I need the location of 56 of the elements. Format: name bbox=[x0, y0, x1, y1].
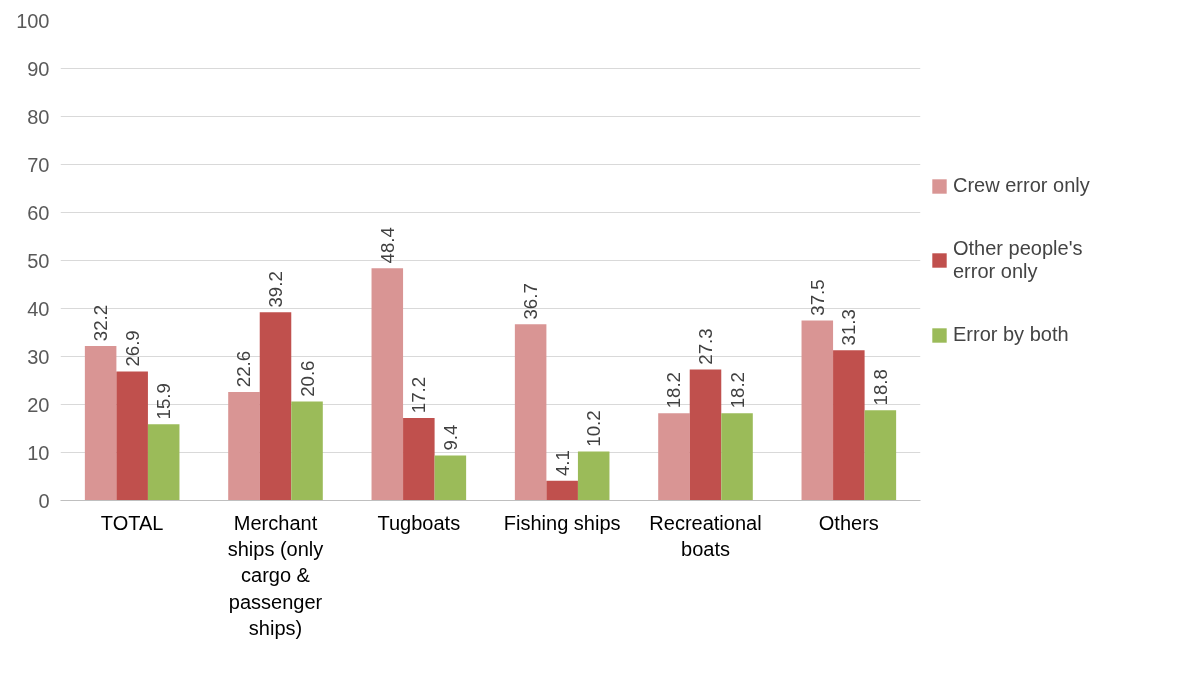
legend-label: Error by both bbox=[953, 323, 1069, 346]
bar bbox=[721, 413, 753, 501]
data-label: 18.2 bbox=[726, 372, 748, 409]
y-tick-label: 20 bbox=[27, 393, 50, 416]
y-tick-label: 40 bbox=[27, 297, 50, 320]
data-label: 39.2 bbox=[265, 271, 286, 308]
data-label: 22.6 bbox=[233, 350, 255, 388]
bar bbox=[116, 371, 148, 501]
bar bbox=[259, 312, 292, 501]
data-label: 32.2 bbox=[90, 304, 112, 342]
y-tick-label: 100 bbox=[16, 9, 50, 32]
x-tick-label: Merchant ships (only cargo & passenger ships) bbox=[227, 511, 324, 640]
bar bbox=[228, 392, 260, 501]
y-tick-label: 60 bbox=[27, 201, 50, 224]
data-label: 36.7 bbox=[520, 283, 542, 320]
bar bbox=[864, 410, 897, 501]
data-label: 17.2 bbox=[408, 376, 430, 414]
x-tick-label: Recreational boats bbox=[649, 511, 762, 560]
bar bbox=[689, 369, 722, 501]
x-tick-label: Others bbox=[818, 511, 879, 534]
bar bbox=[514, 324, 547, 501]
legend-label: Other people's error only bbox=[953, 237, 1083, 283]
y-tick-label: 80 bbox=[27, 105, 50, 128]
data-label: 9.4 bbox=[439, 424, 461, 451]
bar bbox=[371, 268, 404, 501]
data-label: 15.9 bbox=[153, 383, 175, 420]
data-label: 18.2 bbox=[663, 372, 685, 409]
y-tick-label: 0 bbox=[38, 489, 50, 512]
bar bbox=[147, 424, 180, 501]
data-label: 18.8 bbox=[869, 369, 891, 406]
bar bbox=[434, 455, 467, 501]
x-tick-label: Tugboats bbox=[377, 511, 461, 534]
data-label: 37.5 bbox=[806, 279, 828, 316]
y-tick-label: 50 bbox=[27, 249, 50, 272]
y-tick-label: 70 bbox=[27, 153, 50, 176]
bar bbox=[833, 350, 865, 501]
data-label: 10.2 bbox=[583, 410, 605, 447]
y-tick-label: 90 bbox=[27, 57, 50, 80]
data-label: 48.4 bbox=[376, 227, 398, 264]
data-label: 4.1 bbox=[551, 450, 573, 477]
y-tick-label: 30 bbox=[27, 345, 50, 368]
bar bbox=[546, 480, 578, 501]
data-label: 31.3 bbox=[838, 309, 860, 346]
x-tick-label: TOTAL bbox=[100, 511, 164, 534]
data-label: 26.9 bbox=[121, 330, 143, 367]
bar bbox=[403, 417, 435, 501]
x-tick-label: Fishing ships bbox=[503, 511, 621, 534]
bar bbox=[658, 413, 690, 501]
bar bbox=[291, 401, 323, 501]
y-tick-label: 10 bbox=[27, 441, 50, 464]
data-label: 20.6 bbox=[296, 360, 318, 397]
bar bbox=[801, 320, 834, 501]
bar bbox=[84, 345, 117, 501]
bar bbox=[577, 451, 610, 501]
legend-label: Crew error only bbox=[953, 174, 1090, 197]
data-label: 27.3 bbox=[695, 328, 716, 365]
